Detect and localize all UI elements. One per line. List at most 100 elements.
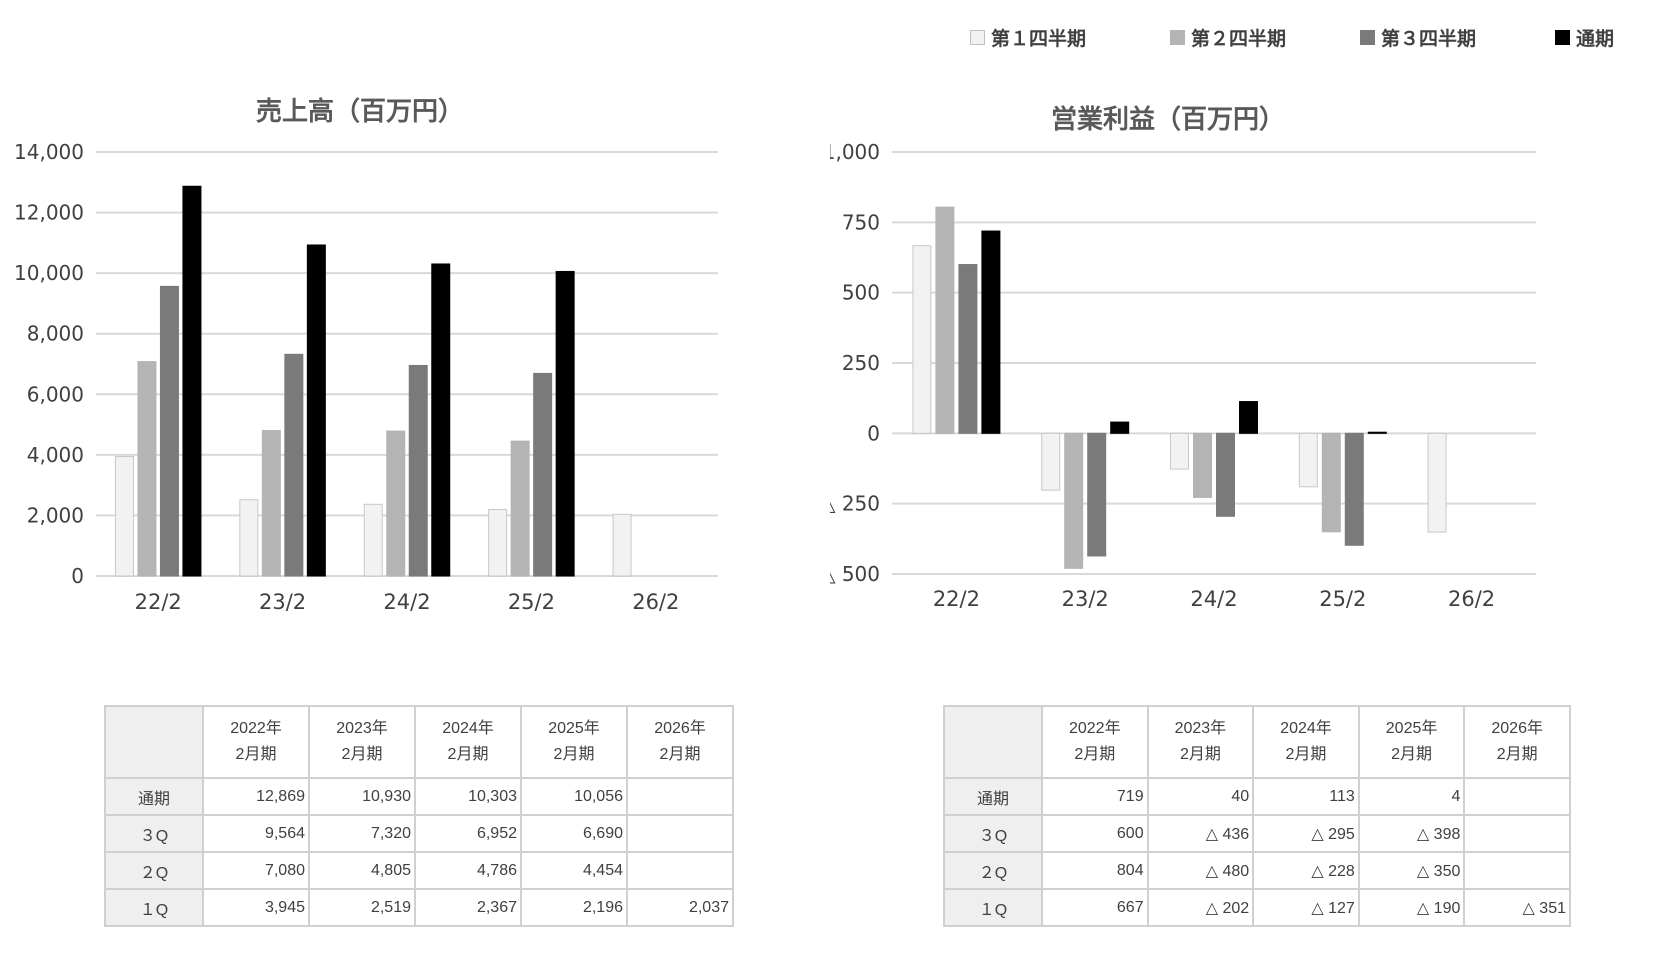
bar-2-23-2	[261, 429, 281, 577]
x-tick-label: 24/2	[1190, 587, 1237, 611]
x-tick-label: 24/2	[383, 590, 430, 614]
table-header-line: 2月期	[1391, 746, 1433, 763]
y-tick-label: 500	[842, 281, 880, 305]
table-cell: 6,690	[520, 814, 628, 853]
legend-label: 第３四半期	[1381, 27, 1477, 50]
table-cell: △ 351	[1463, 888, 1571, 927]
table-cell: △ 436	[1146, 814, 1255, 853]
bar-2-24-2	[386, 430, 406, 577]
table-column-header: 2024年 2月期	[1252, 705, 1360, 779]
bar-4-22-2	[981, 230, 1001, 434]
legend-item-4: 通期	[1555, 22, 1614, 52]
y-tick-label: 10,000	[14, 261, 84, 285]
legend-item-2: 第２四半期	[1170, 22, 1286, 52]
table-header-line: 2月期	[1074, 746, 1116, 763]
bar-1-25-2	[1298, 432, 1318, 488]
table-header-line: 2023年	[1174, 720, 1227, 737]
table-cell: 2,196	[520, 888, 628, 927]
legend-item-1: 第１四半期	[970, 22, 1086, 52]
table-row: １Q 667 △ 202 △ 127 △ 190 △ 351	[943, 888, 1571, 927]
table-cell: 10,303	[414, 777, 522, 816]
table-cell: △ 228	[1252, 851, 1360, 890]
bar-1-22-2	[114, 456, 134, 577]
bar-1-26-2	[1427, 432, 1447, 533]
table-header-line: 2月期	[553, 746, 595, 763]
table-cell: △ 480	[1146, 851, 1255, 890]
table-cell: 4,454	[520, 851, 628, 890]
y-tick-label: △ 250	[830, 492, 880, 516]
x-tick-label: 25/2	[1319, 587, 1366, 611]
bar-3-22-2	[159, 285, 179, 577]
bar-2-22-2	[137, 361, 157, 577]
table-column-header: 2024年 2月期	[414, 705, 522, 779]
sales-chart: 売上高（百万円） 0 2,000 4,000 6,000 8,000 10,000 12,00…	[14, 96, 718, 614]
sales-table: 2022年 2月期 2023年 2月期 2024年 2月期 2025年 2月期 2026年 2月期…	[104, 705, 734, 927]
table-header-line: 2月期	[1496, 746, 1538, 763]
bar-3-23-2	[1087, 432, 1107, 557]
legend-label: 通期	[1576, 27, 1615, 50]
table-row: ２Q 7,080 4,805 4,786 4,454	[104, 851, 734, 890]
bar-2-23-2	[1064, 432, 1084, 569]
table-row-label: ２Q	[943, 851, 1043, 890]
bar-2-24-2	[1193, 432, 1212, 498]
table-corner-cell	[104, 705, 204, 779]
operating-profit-table: 2022年 2月期 2023年 2月期 2024年 2月期 2025年 2月期 2026年 2月期…	[943, 705, 1571, 927]
bar-3-24-2	[1216, 432, 1235, 517]
table-column-header: 2023年 2月期	[308, 705, 416, 779]
table-header-line: 2月期	[1285, 746, 1327, 763]
table-corner-cell	[943, 705, 1043, 779]
y-tick-label: 2,000	[27, 503, 84, 527]
table-cell	[626, 851, 734, 890]
table-row-label: ３Q	[943, 814, 1043, 853]
table-cell	[1463, 851, 1571, 890]
table-cell: 10,930	[308, 777, 416, 816]
chart-title: 売上高（百万円）	[256, 96, 464, 127]
table-row: 通期 12,869 10,930 10,303 10,056	[104, 777, 734, 816]
x-tick-label: 22/2	[933, 587, 980, 611]
table-column-header: 2022年 2月期	[202, 705, 310, 779]
table-row-label: 通期	[104, 777, 204, 816]
table-row-label: １Q	[943, 888, 1043, 927]
bar-1-24-2	[1170, 432, 1189, 470]
table-cell: 804	[1041, 851, 1149, 890]
table-column-header: 2023年 2月期	[1146, 705, 1255, 779]
bar-1-23-2	[239, 499, 259, 577]
bar-1-24-2	[363, 503, 383, 577]
y-tick-label: 1,000	[830, 140, 880, 164]
table-row-label: １Q	[104, 888, 204, 927]
table-column-header: 2026年 2月期	[1463, 705, 1571, 779]
table-cell: 7,320	[308, 814, 416, 853]
chart-legend: 第１四半期 第２四半期 第３四半期 通期	[970, 22, 1630, 52]
table-column-header: 2026年 2月期	[626, 705, 734, 779]
table-cell: 12,869	[202, 777, 310, 816]
table-cell: 40	[1146, 777, 1255, 816]
table-row: ３Q 600 △ 436 △ 295 △ 398	[943, 814, 1571, 853]
legend-swatch	[1170, 29, 1185, 45]
table-header-line: 2月期	[235, 746, 277, 763]
bar-4-22-2	[182, 185, 202, 577]
bar-1-23-2	[1041, 432, 1061, 491]
table-cell: 9,564	[202, 814, 310, 853]
table-header-line: 2月期	[659, 746, 701, 763]
legend-swatch	[1555, 29, 1570, 45]
table-row-label: 通期	[943, 777, 1043, 816]
table-cell: 113	[1252, 777, 1360, 816]
bar-2-25-2	[1321, 432, 1341, 533]
table-header-line: 2022年	[1068, 720, 1121, 737]
table-header-line: 2025年	[1385, 720, 1438, 737]
table-cell: 4,805	[308, 851, 416, 890]
y-tick-label: 12,000	[14, 201, 84, 225]
legend-swatch	[970, 29, 985, 45]
y-tick-label: 6,000	[27, 382, 84, 406]
table-cell: 667	[1041, 888, 1149, 927]
table-cell: 2,037	[626, 888, 734, 927]
table-cell: △ 202	[1146, 888, 1255, 927]
table-cell: 6,952	[414, 814, 522, 853]
table-cell: 600	[1041, 814, 1149, 853]
table-cell: △ 295	[1252, 814, 1360, 853]
table-header-line: 2024年	[1280, 720, 1332, 737]
table-row: ２Q 804 △ 480 △ 228 △ 350	[943, 851, 1571, 890]
bar-1-22-2	[912, 245, 932, 434]
y-tick-label: 250	[842, 351, 880, 375]
table-cell: 3,945	[202, 888, 310, 927]
